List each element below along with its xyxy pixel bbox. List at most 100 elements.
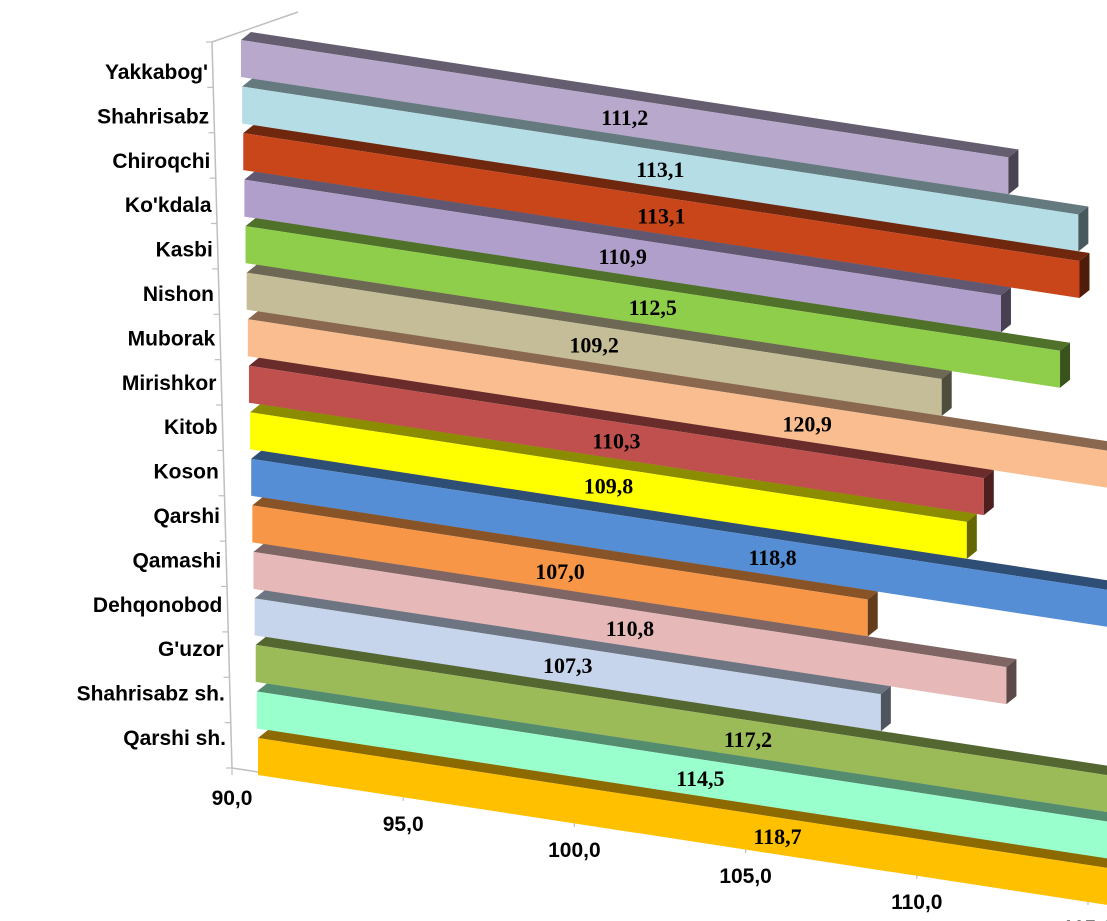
category-label: Shahrisabz sh. [77,683,225,706]
bar-top-face [247,311,1107,451]
bar-series [241,32,1107,905]
data-label: 120,9 [782,411,832,436]
data-label: 117,2 [724,727,772,752]
bar-front-face [241,40,1009,195]
bar-end-face [966,513,977,559]
data-label: 109,2 [569,332,619,357]
bar [255,636,1107,813]
bar-top-face [256,683,1107,822]
depth-axis-line [211,11,299,43]
bar [248,357,994,516]
bar [241,32,1019,195]
bar-end-face [983,470,994,516]
category-label: Ko'kdala [125,194,212,217]
data-label: 112,5 [629,295,677,320]
bar-front-face [252,505,868,637]
x-tick-label: 100,0 [548,839,601,862]
bar-end-face [1078,206,1089,252]
bar-top-face [255,636,1107,776]
bar-front-face [258,738,1107,905]
bar-end-face [1000,287,1011,333]
bar-top-face [251,450,1107,590]
bar-front-face [255,644,1107,813]
x-tick-label: 115,0 [1062,917,1107,921]
bar [243,125,1090,299]
data-label: 110,9 [599,244,647,269]
data-label: 114,5 [676,766,724,791]
data-label: 110,8 [606,616,654,641]
bar [254,590,891,732]
x-tick-label: 90,0 [212,787,253,810]
bar-top-face [243,125,1090,262]
bar [244,171,1011,333]
data-label: 107,0 [535,559,585,584]
data-label: 118,8 [748,545,796,570]
category-label: Chiroqchi [112,150,210,173]
bar [247,311,1107,488]
category-label: Shahrisabz [97,105,209,128]
category-label: Kasbi [156,239,213,262]
bar-top-face [252,497,878,600]
category-label: Dehqonobod [93,594,222,617]
bar-front-face [244,179,1001,333]
x-tick-label: 95,0 [383,813,424,836]
data-label: 118,7 [753,824,801,849]
bar-front-face [243,133,1080,299]
data-labels: 111,2 113,1 113,1 110,9 112,5 109,2 120,9 110,3… [535,105,832,849]
bar-front-face [248,365,984,516]
category-label: Kitob [164,416,218,439]
bar-front-face [247,319,1107,488]
category-label: Muborak [128,327,216,350]
bar-front-face [246,272,942,417]
bar-end-face [941,371,952,417]
bar [253,543,1017,705]
bar-front-face [254,598,881,732]
bar [245,218,1071,388]
bar-end-face [1060,342,1071,388]
x-tick-labels: 90,0 95,0 100,0 105,0 110,0 115,0 [212,787,1107,921]
bar-end-face [1006,659,1017,705]
bar-end-face [1008,149,1019,195]
data-label: 109,8 [584,474,634,499]
category-label: Koson [153,461,218,484]
bar [252,497,878,637]
bar-top-face [244,171,1011,296]
bar-top-face [253,543,1017,668]
data-label: 107,3 [543,653,593,678]
data-label: 113,1 [637,204,685,229]
data-label: 113,1 [636,157,684,182]
category-label: Qarshi [153,505,220,528]
data-label: 110,3 [592,428,640,453]
bar [256,683,1107,859]
category-label: Qarshi sh. [123,727,226,750]
bar [258,730,1107,905]
data-label: 111,2 [601,105,648,130]
bar-front-face [256,691,1107,859]
bar-end-face [867,591,878,637]
bar [250,404,977,559]
category-labels: Yakkabog' Shahrisabz Chiroqchi Ko'kdala Kasb… [77,61,226,750]
bar-top-face [258,730,1107,868]
bar-front-face [250,412,967,559]
bar [242,78,1089,252]
x-tick-label: 105,0 [719,865,772,888]
bar-top-face [254,590,891,695]
bar [251,450,1107,627]
bar-top-face [242,78,1089,215]
bar-front-face [251,458,1107,627]
category-label: Mirishkor [122,372,217,395]
bar-end-face [880,686,891,732]
category-label: Qamashi [132,549,221,572]
bar-front-face [253,551,1007,705]
category-label: Yakkabog' [105,61,208,84]
bar-top-face [241,32,1019,158]
bar [246,264,952,417]
bar-top-face [248,357,994,479]
bar-top-face [246,264,952,380]
bar-end-face [1079,253,1090,299]
x-tick-label: 110,0 [891,891,942,914]
bar-top-face [245,218,1071,351]
bar-front-face [242,86,1079,252]
bar-front-face [245,226,1061,388]
